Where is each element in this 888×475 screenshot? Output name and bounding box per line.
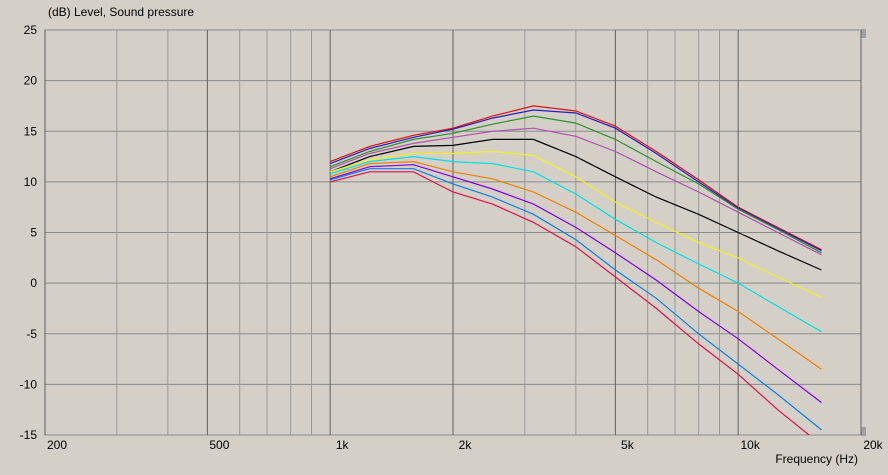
- y-tick-label: 15: [24, 124, 38, 138]
- line-series: [330, 150, 822, 298]
- x-tick-label: 200: [47, 438, 67, 452]
- x-tick-label: 500: [209, 438, 229, 452]
- x-tick-label: 20k: [863, 438, 883, 452]
- x-axis-label: Frequency (Hz): [775, 452, 858, 466]
- line-series: [330, 168, 822, 431]
- y-tick-label: 25: [24, 23, 38, 37]
- x-tick-label: 10k: [741, 438, 761, 452]
- x-tick-label: 2k: [459, 438, 473, 452]
- line-series: [330, 160, 822, 370]
- y-tick-label: 10: [24, 175, 38, 189]
- line-series: [329, 127, 822, 256]
- line-series: [330, 164, 822, 404]
- y-tick-label: -5: [26, 327, 37, 341]
- y-tick-label: 0: [30, 276, 37, 290]
- line-series: [329, 115, 822, 254]
- line-series: [329, 109, 822, 252]
- y-tick-label: 5: [30, 226, 37, 240]
- x-tick-label: 5k: [621, 438, 635, 452]
- line-series: [329, 138, 822, 271]
- line-series: [330, 155, 822, 333]
- y-tick-label: 20: [24, 74, 38, 88]
- line-series: [330, 171, 810, 435]
- line-series: [329, 105, 822, 251]
- y-axis-label: (dB) Level, Sound pressure: [48, 5, 194, 19]
- scroll-handle: [861, 29, 866, 38]
- y-tick-label: -15: [20, 428, 38, 442]
- x-tick-label: 1k: [336, 438, 350, 452]
- scroll-handle: [861, 427, 866, 436]
- y-tick-label: -10: [20, 377, 38, 391]
